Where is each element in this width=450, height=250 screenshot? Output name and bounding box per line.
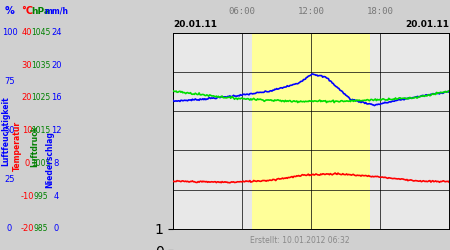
Text: 30: 30 — [22, 61, 32, 70]
Text: -20: -20 — [20, 224, 34, 233]
Text: %: % — [4, 6, 14, 16]
Text: 16: 16 — [51, 94, 62, 102]
Text: Erstellt: 10.01.2012 06:32: Erstellt: 10.01.2012 06:32 — [251, 236, 350, 245]
Text: 18:00: 18:00 — [367, 6, 394, 16]
Text: 20: 20 — [51, 61, 62, 70]
Text: Niederschlag: Niederschlag — [45, 132, 54, 188]
Text: 06:00: 06:00 — [229, 6, 256, 16]
Text: hPa: hPa — [31, 7, 50, 16]
Text: 25: 25 — [4, 175, 15, 184]
Text: 1005: 1005 — [31, 159, 50, 168]
Text: 20.01.11: 20.01.11 — [173, 20, 217, 29]
Text: 12:00: 12:00 — [298, 6, 324, 16]
Text: 1045: 1045 — [31, 28, 50, 37]
Text: 985: 985 — [33, 224, 48, 233]
Text: 995: 995 — [33, 192, 48, 200]
Text: 100: 100 — [2, 28, 18, 37]
Text: mm/h: mm/h — [44, 7, 68, 16]
Text: 1035: 1035 — [31, 61, 50, 70]
Text: 1015: 1015 — [31, 126, 50, 135]
Text: 20.01.11: 20.01.11 — [405, 20, 449, 29]
Text: 20: 20 — [22, 94, 32, 102]
Text: Luftdruck: Luftdruck — [30, 126, 39, 167]
Text: 50: 50 — [4, 126, 15, 135]
Text: Temperatur: Temperatur — [13, 121, 22, 172]
Text: Luftfeuchtigkeit: Luftfeuchtigkeit — [1, 96, 10, 166]
Text: 0: 0 — [54, 224, 59, 233]
Text: 0: 0 — [24, 159, 30, 168]
Text: 40: 40 — [22, 28, 32, 37]
Text: 75: 75 — [4, 77, 15, 86]
Bar — [252, 32, 369, 229]
Text: 24: 24 — [51, 28, 62, 37]
Text: 12: 12 — [51, 126, 62, 135]
Text: 4: 4 — [54, 192, 59, 200]
Text: 8: 8 — [54, 159, 59, 168]
Text: -10: -10 — [20, 192, 34, 200]
Text: 0: 0 — [7, 224, 12, 233]
Text: 1025: 1025 — [31, 94, 50, 102]
Text: 10: 10 — [22, 126, 32, 135]
Text: °C: °C — [21, 6, 33, 16]
